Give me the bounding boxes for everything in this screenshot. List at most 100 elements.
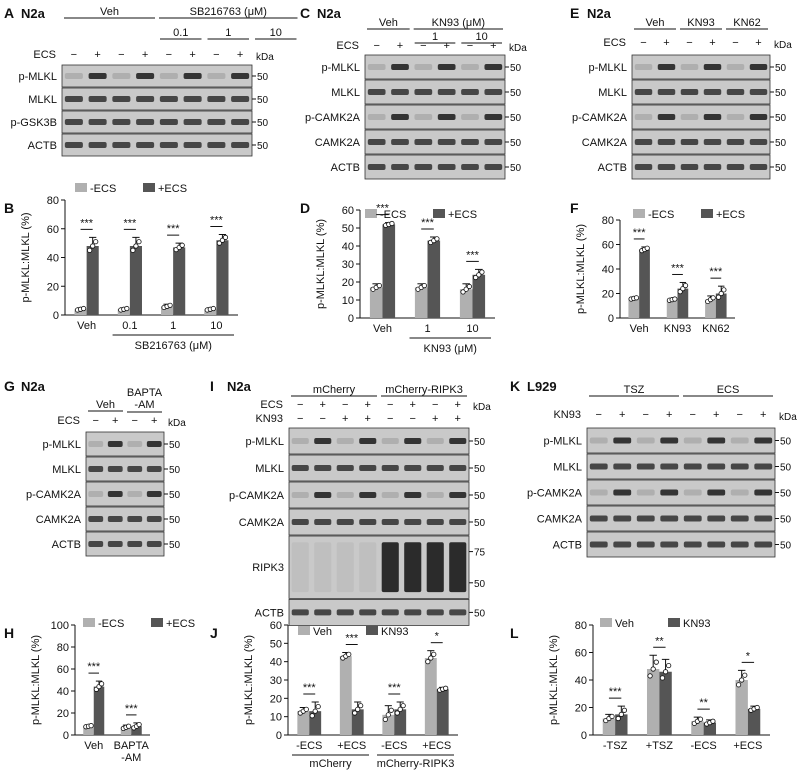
y-tick-label: 10 <box>342 295 354 307</box>
lane-sign: − <box>297 399 303 411</box>
data-point <box>466 283 472 290</box>
bar <box>666 299 678 318</box>
data-point <box>219 237 226 243</box>
data-point <box>618 711 624 717</box>
bar <box>735 680 748 735</box>
blot-band <box>107 466 123 472</box>
x-tick-label: -ECS <box>690 740 716 752</box>
lane-sign: − <box>432 399 438 411</box>
blot-band <box>367 89 386 95</box>
blot-band <box>589 437 608 444</box>
panel-letter: C <box>300 5 310 21</box>
blot-band <box>703 114 722 120</box>
protein-label: CAMK2A <box>582 137 628 149</box>
blot-band <box>613 489 632 496</box>
blot-band <box>359 438 377 444</box>
lane-sign: − <box>643 409 649 421</box>
kda-label: kDa <box>509 43 527 54</box>
data-point <box>99 681 105 687</box>
bar <box>424 658 437 735</box>
chart-f: F 0 20 40 60 80 p-MLKL:MLKL (%) -ECS +ECS Veh KN93… <box>570 200 745 335</box>
bar <box>472 274 486 318</box>
marker-label: 50 <box>257 141 269 152</box>
group-label: Veh <box>646 17 665 29</box>
x-tick-label: +ECS <box>422 740 451 752</box>
blot-band <box>231 119 250 125</box>
y-tick-label: 50 <box>270 638 282 650</box>
blot-band <box>449 492 467 498</box>
bar <box>93 686 105 735</box>
blot-band <box>683 437 702 444</box>
blot-band <box>426 438 444 444</box>
protein-label: p-MLKL <box>18 71 57 83</box>
blot-band <box>183 73 202 79</box>
blot-band <box>613 515 632 522</box>
panel-letter: K <box>510 378 520 394</box>
blot-band <box>381 542 399 593</box>
blot-strip <box>364 54 506 80</box>
blot-band <box>613 437 632 444</box>
marker-label: 50 <box>474 491 486 502</box>
blot-band <box>391 114 409 120</box>
protein-label: ACTB <box>52 539 81 551</box>
marker-label: 50 <box>474 437 486 448</box>
kda-label: kDa <box>774 40 792 51</box>
protein-label: p-MLKL <box>321 62 360 74</box>
legend-swatch <box>151 618 163 627</box>
cell-line-label: N2a <box>587 6 612 21</box>
legend-swatch <box>633 209 645 218</box>
blot-band <box>159 96 178 102</box>
protein-label: MLKL <box>52 464 81 476</box>
bar <box>297 711 310 735</box>
group-label: KN93 <box>687 17 715 29</box>
panel-letter: D <box>300 200 310 216</box>
x-tick-label: 0.1 <box>122 320 137 332</box>
treatment-label: KN93 <box>255 413 283 425</box>
marker-label: 50 <box>169 465 181 476</box>
lane-sign: + <box>365 399 371 411</box>
y-tick-label: 50 <box>342 223 354 235</box>
cell-line-label: N2a <box>21 379 46 394</box>
y-tick-label: 0 <box>276 730 282 742</box>
y-tick-label: 40 <box>575 675 587 687</box>
blot-strip <box>631 54 771 80</box>
blot-band <box>726 114 745 120</box>
panel-letter: F <box>570 200 579 216</box>
blot-band <box>449 542 467 593</box>
blot-panel-i: I N2a mCherry mCherry-RIPK3 ECS − + − + − + − + KN93 −… <box>210 378 491 626</box>
data-point <box>473 274 479 281</box>
y-tick-label: 80 <box>602 215 614 227</box>
panel-letter: I <box>210 378 214 394</box>
data-point <box>666 662 672 669</box>
x-tick-label: -ECS <box>296 740 322 752</box>
y-tick-label: 0 <box>348 313 354 325</box>
blot-band <box>391 89 409 95</box>
protein-label: ACTB <box>28 140 57 152</box>
lane-sign: + <box>713 409 719 421</box>
lane-sign: + <box>432 413 438 425</box>
group-label: mCherry <box>313 384 356 396</box>
chart-l: L 0 20 40 60 80 p-MLKL:MLKL (%) Veh KN93 -TSZ +TSZ… <box>510 618 770 752</box>
lane-sign: − <box>320 413 326 425</box>
panel-letter: E <box>570 5 579 21</box>
bar <box>351 709 364 735</box>
bar <box>436 689 449 735</box>
chart-h: H 0 20 40 60 80 100 p-MLKL:MLKL (%) -ECS +ECS Veh B… <box>4 618 195 764</box>
blot-strip <box>631 129 771 155</box>
protein-label: ACTB <box>553 540 582 552</box>
data-point <box>216 240 223 246</box>
chart-b: B 0 20 40 60 80 p-MLKL:MLKL (%) -ECS +ECS Veh 0.1 1… <box>4 183 238 352</box>
blot-band <box>88 73 107 79</box>
data-point <box>385 712 391 718</box>
marker-label: 50 <box>775 63 787 74</box>
marker-label: 50 <box>510 88 522 99</box>
bar <box>677 288 689 318</box>
blot-band <box>484 114 503 120</box>
protein-label: MLKL <box>331 87 360 99</box>
blot-band <box>484 89 503 95</box>
bar <box>459 289 473 318</box>
blot-band <box>336 492 354 498</box>
data-point <box>644 245 650 251</box>
blot-band <box>146 441 162 447</box>
y-tick-label: 0 <box>581 730 587 742</box>
